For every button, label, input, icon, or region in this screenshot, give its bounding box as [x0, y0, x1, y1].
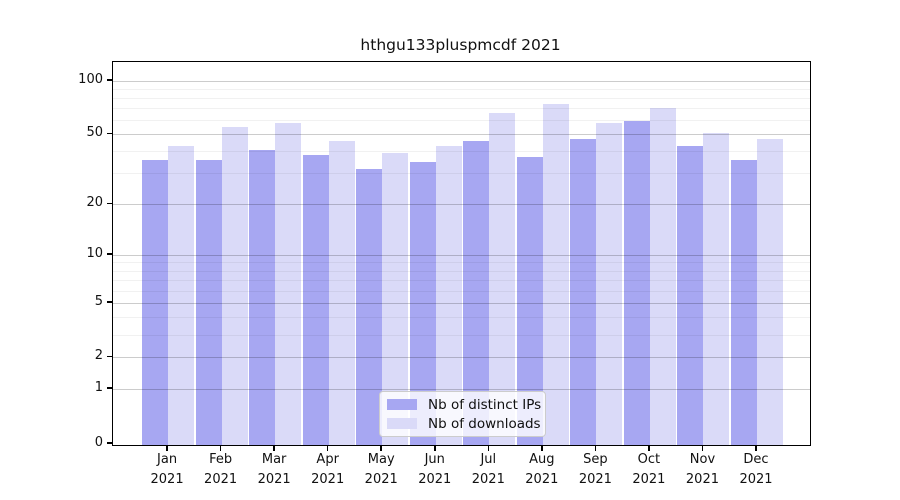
x-tick-label: Dec 2021: [739, 452, 773, 487]
bar-nb-of-distinct-ips: [623, 121, 650, 445]
gridline-major: [113, 134, 810, 136]
y-tick-label: 50: [86, 125, 103, 141]
x-tick: [434, 445, 436, 451]
gridline-minor: [113, 316, 810, 318]
x-tick-label: May 2021: [364, 452, 398, 487]
x-tick-label: Sep 2021: [578, 452, 612, 487]
gridline-minor: [113, 88, 810, 90]
x-tick: [166, 445, 168, 451]
bar-nb-of-distinct-ips: [302, 155, 329, 445]
legend-entry: Nb of downloads: [387, 416, 545, 432]
x-tick-label: Feb 2021: [204, 452, 238, 487]
gridline-minor: [113, 97, 810, 99]
y-tick-label: 2: [94, 348, 103, 364]
bar-nb-of-distinct-ips: [570, 139, 597, 445]
x-tick: [326, 445, 329, 451]
bar-nb-of-downloads: [489, 112, 516, 445]
gridline-major: [113, 357, 810, 359]
bar-nb-of-downloads: [703, 132, 730, 445]
y-tick: [107, 132, 112, 135]
bar-nb-of-distinct-ips: [356, 168, 383, 445]
gridline-minor: [113, 262, 810, 264]
gridline-minor: [113, 173, 810, 175]
legend-label: Nb of downloads: [428, 415, 541, 432]
gridline-minor: [113, 108, 810, 110]
x-tick-label: Apr 2021: [311, 452, 345, 487]
y-tick-label: 5: [94, 293, 103, 309]
y-tick-label: 20: [86, 195, 103, 211]
legend-swatch: [387, 418, 417, 429]
bar-nb-of-downloads: [328, 140, 355, 445]
bar-nb-of-downloads: [275, 122, 302, 445]
y-tick: [107, 253, 112, 255]
bar-nb-of-downloads: [542, 103, 569, 445]
x-tick: [648, 445, 650, 451]
y-tick-label: 0: [94, 434, 103, 450]
x-tick-label: Oct 2021: [632, 452, 666, 487]
gridline-major: [113, 204, 810, 205]
plot-area: [112, 61, 811, 446]
gridline-major: [113, 302, 810, 304]
gridline-minor: [113, 120, 810, 122]
gridline-minor: [113, 280, 810, 281]
y-tick: [107, 202, 112, 205]
legend-label: Nb of distinct IPs: [428, 396, 542, 413]
gridline-minor: [113, 290, 810, 292]
x-tick-label: Jun 2021: [418, 452, 452, 487]
gridline-minor: [113, 270, 810, 272]
gridline-major: [113, 389, 810, 390]
y-tick: [107, 79, 112, 81]
x-tick: [219, 445, 222, 451]
gridline-major: [113, 80, 810, 82]
bar-nb-of-distinct-ips: [677, 145, 704, 445]
x-tick-label: Nov 2021: [685, 452, 719, 487]
x-tick: [541, 445, 543, 451]
chart-title: hthgu133pluspmcdf 2021: [360, 36, 561, 54]
x-tick: [755, 445, 757, 451]
x-tick: [701, 445, 704, 451]
bar-nb-of-distinct-ips: [731, 159, 757, 445]
x-tick: [487, 445, 490, 451]
x-tick-label: Jan 2021: [150, 452, 184, 487]
legend: Nb of distinct IPs Nb of downloads: [379, 391, 546, 437]
bar-nb-of-downloads: [649, 108, 676, 445]
bar-nb-of-downloads: [168, 145, 195, 445]
y-tick: [107, 387, 112, 389]
y-tick-label: 10: [86, 245, 103, 261]
gridline-minor: [113, 151, 810, 153]
y-tick-label: 100: [78, 71, 103, 87]
x-tick-label: Aug 2021: [525, 452, 559, 487]
x-tick-label: Mar 2021: [257, 452, 291, 487]
bar-nb-of-downloads: [757, 139, 783, 445]
gridline-minor: [113, 334, 810, 336]
x-tick: [380, 445, 382, 451]
y-tick: [107, 442, 112, 444]
y-tick: [107, 355, 112, 358]
bar-nb-of-distinct-ips: [195, 159, 222, 445]
y-tick-label: 1: [94, 379, 103, 395]
legend-entry: Nb of distinct IPs: [387, 397, 545, 413]
gridline-major: [113, 254, 810, 256]
bar-nb-of-downloads: [596, 122, 623, 445]
x-tick: [273, 445, 275, 451]
x-tick: [594, 445, 597, 451]
bar-nb-of-distinct-ips: [142, 159, 169, 445]
y-tick: [107, 301, 112, 303]
legend-swatch: [387, 399, 417, 410]
bar-nb-of-downloads: [221, 126, 248, 445]
x-tick-label: Jul 2021: [471, 452, 505, 487]
bar-nb-of-distinct-ips: [249, 149, 276, 445]
